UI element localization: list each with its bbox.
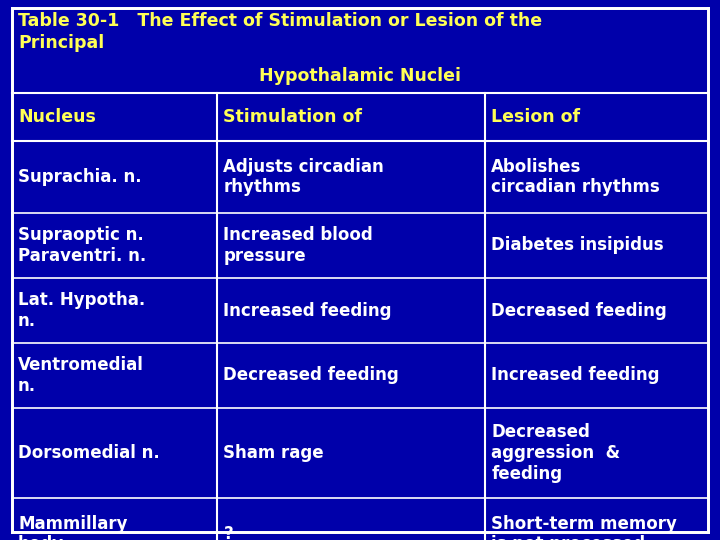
Text: Decreased feeding: Decreased feeding xyxy=(223,367,399,384)
Text: Increased feeding: Increased feeding xyxy=(491,367,660,384)
Text: Increased feeding: Increased feeding xyxy=(223,301,392,320)
Text: Lat. Hypotha.
n.: Lat. Hypotha. n. xyxy=(18,291,145,330)
Text: Diabetes insipidus: Diabetes insipidus xyxy=(491,237,664,254)
Text: Increased blood
pressure: Increased blood pressure xyxy=(223,226,373,265)
Text: Principal: Principal xyxy=(18,34,104,52)
Text: Dorsomedial n.: Dorsomedial n. xyxy=(18,444,160,462)
Text: Adjusts circadian
rhythms: Adjusts circadian rhythms xyxy=(223,158,384,197)
Text: Decreased feeding: Decreased feeding xyxy=(491,301,667,320)
Text: Hypothalamic Nuclei: Hypothalamic Nuclei xyxy=(259,67,461,85)
Text: Table 30-1   The Effect of Stimulation or Lesion of the: Table 30-1 The Effect of Stimulation or … xyxy=(18,12,542,30)
Text: Stimulation of: Stimulation of xyxy=(223,108,362,126)
Text: Mammillary
body: Mammillary body xyxy=(18,515,127,540)
Text: Sham rage: Sham rage xyxy=(223,444,324,462)
Text: Supraoptic n.
Paraventri. n.: Supraoptic n. Paraventri. n. xyxy=(18,226,146,265)
Text: Lesion of: Lesion of xyxy=(491,108,580,126)
Text: Suprachia. n.: Suprachia. n. xyxy=(18,168,142,186)
Text: Abolishes
circadian rhythms: Abolishes circadian rhythms xyxy=(491,158,660,197)
Text: Nucleus: Nucleus xyxy=(18,108,96,126)
Text: Short-term memory
is not processed: Short-term memory is not processed xyxy=(491,515,677,540)
Text: Ventromedial
n.: Ventromedial n. xyxy=(18,356,144,395)
Text: ?: ? xyxy=(223,525,233,540)
Text: Decreased
aggression  &
feeding: Decreased aggression & feeding xyxy=(491,423,621,483)
